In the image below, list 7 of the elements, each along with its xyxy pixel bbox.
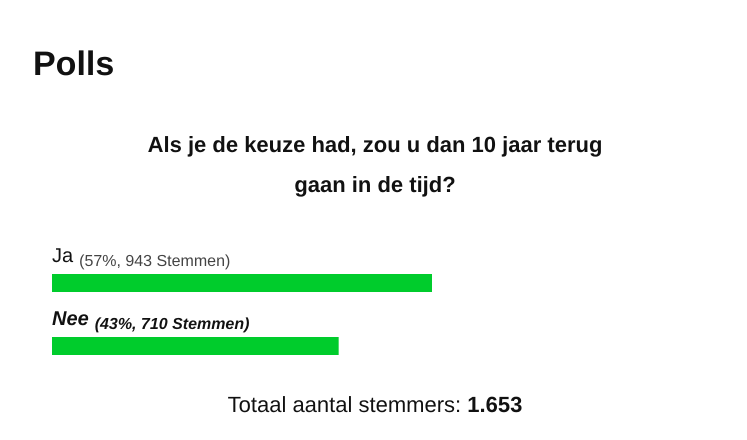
y-tick-label: Nee	[52, 308, 89, 330]
data-label: (43%, 710 Stemmen)	[94, 316, 250, 333]
y-tick-label: Ja	[52, 245, 74, 267]
chart-subtitle: Als je de keuze had, zou u dan 10 jaar terug gaan in de tijd?	[148, 132, 602, 197]
chart-title: Polls	[33, 45, 114, 83]
data-label: (57%, 943 Stemmen)	[79, 253, 230, 270]
text: Totaal aantal stemmers: 1.653	[228, 392, 522, 417]
